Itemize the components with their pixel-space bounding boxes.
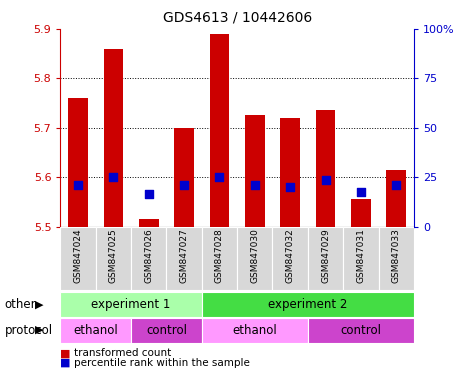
Bar bbox=[379, 227, 414, 290]
Point bbox=[322, 177, 329, 183]
Text: control: control bbox=[340, 324, 381, 336]
Text: GSM847031: GSM847031 bbox=[356, 228, 365, 283]
Bar bbox=[210, 34, 229, 227]
Text: GSM847025: GSM847025 bbox=[109, 228, 118, 283]
Point bbox=[286, 184, 294, 190]
Text: GSM847028: GSM847028 bbox=[215, 228, 224, 283]
Bar bbox=[131, 318, 202, 343]
Bar bbox=[237, 227, 272, 290]
Bar bbox=[202, 227, 237, 290]
Text: transformed count: transformed count bbox=[74, 348, 172, 358]
Text: ▶: ▶ bbox=[35, 325, 44, 335]
Text: percentile rank within the sample: percentile rank within the sample bbox=[74, 358, 250, 368]
Bar bbox=[68, 98, 88, 227]
Bar bbox=[166, 227, 202, 290]
Text: protocol: protocol bbox=[5, 324, 53, 336]
Bar bbox=[60, 227, 96, 290]
Text: ethanol: ethanol bbox=[232, 324, 277, 336]
Text: GSM847024: GSM847024 bbox=[73, 228, 83, 283]
Bar bbox=[202, 318, 308, 343]
Text: ethanol: ethanol bbox=[73, 324, 118, 336]
Bar bbox=[308, 318, 414, 343]
Text: GSM847032: GSM847032 bbox=[286, 228, 295, 283]
Bar bbox=[308, 227, 343, 290]
Bar bbox=[104, 48, 123, 227]
Point bbox=[392, 182, 400, 188]
Bar bbox=[351, 199, 371, 227]
Point bbox=[251, 182, 259, 188]
Text: ■: ■ bbox=[60, 358, 71, 368]
Point bbox=[357, 189, 365, 195]
Bar bbox=[272, 227, 308, 290]
Text: experiment 2: experiment 2 bbox=[268, 298, 347, 311]
Point bbox=[74, 182, 82, 188]
Text: GSM847033: GSM847033 bbox=[392, 228, 401, 283]
Bar bbox=[139, 219, 159, 227]
Bar bbox=[245, 115, 265, 227]
Text: ■: ■ bbox=[60, 348, 71, 358]
Text: control: control bbox=[146, 324, 187, 336]
Bar bbox=[386, 170, 406, 227]
Text: other: other bbox=[5, 298, 36, 311]
Text: GSM847030: GSM847030 bbox=[250, 228, 259, 283]
Point bbox=[110, 174, 117, 180]
Text: experiment 1: experiment 1 bbox=[92, 298, 171, 311]
Bar bbox=[343, 227, 379, 290]
Bar bbox=[60, 318, 131, 343]
Point bbox=[216, 174, 223, 180]
Text: ▶: ▶ bbox=[35, 299, 44, 310]
Point bbox=[145, 191, 153, 197]
Point bbox=[180, 182, 188, 188]
Bar bbox=[316, 110, 335, 227]
Bar bbox=[96, 227, 131, 290]
Text: GSM847026: GSM847026 bbox=[144, 228, 153, 283]
Bar bbox=[60, 292, 202, 317]
Text: GSM847027: GSM847027 bbox=[179, 228, 189, 283]
Title: GDS4613 / 10442606: GDS4613 / 10442606 bbox=[163, 11, 312, 25]
Bar bbox=[131, 227, 166, 290]
Bar bbox=[202, 292, 414, 317]
Bar bbox=[174, 127, 194, 227]
Bar bbox=[280, 118, 300, 227]
Text: GSM847029: GSM847029 bbox=[321, 228, 330, 283]
